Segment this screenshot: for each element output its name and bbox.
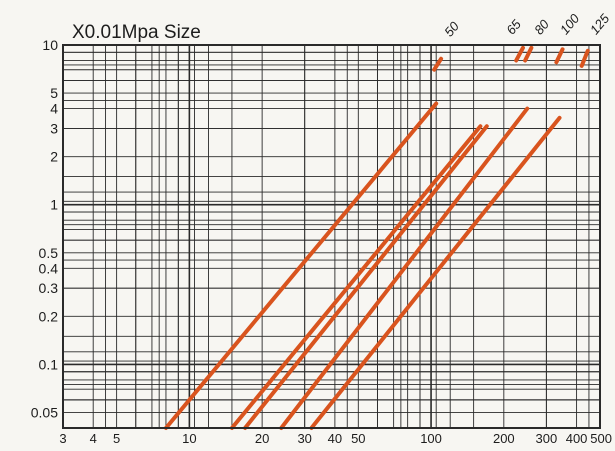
x-tick-label: 30 (297, 431, 311, 446)
x-tick-label: 200 (493, 431, 515, 446)
series-line-125 (309, 115, 562, 430)
size-label-125: 125 (587, 10, 613, 37)
series-line-65 (229, 124, 483, 430)
y-tick-label: 0.5 (39, 245, 59, 261)
series-line-100 (279, 106, 530, 430)
series-lines (163, 45, 590, 430)
y-tick-label: 4 (50, 101, 58, 117)
x-tick-label: 4 (90, 431, 97, 446)
y-tick-label: 0.1 (39, 356, 59, 372)
size-label-80: 80 (531, 16, 552, 37)
x-tick-label: 50 (351, 431, 365, 446)
series-top-segment-50 (432, 56, 444, 72)
series-top-segment-80 (523, 45, 534, 63)
y-tick-label: 0.4 (39, 260, 59, 276)
x-tick-label: 5 (113, 431, 120, 446)
y-tick-label: 0.3 (39, 280, 59, 296)
y-tick-label: 10 (42, 37, 58, 53)
plot-background (63, 45, 600, 428)
y-tick-label: 0.05 (31, 405, 58, 421)
x-tick-label: 10 (182, 431, 196, 446)
y-tick-label: 3 (50, 121, 58, 137)
size-labels: 50 65 80 100 125 (441, 10, 613, 39)
y-tick-label: 0.2 (39, 308, 59, 324)
x-tick-label: 500 (590, 431, 612, 446)
y-tick-label: 1 (50, 197, 58, 213)
x-tick-label: 100 (420, 431, 442, 446)
size-label-50: 50 (441, 18, 462, 39)
size-label-65: 65 (503, 16, 524, 37)
series-top-segment-100 (554, 47, 565, 65)
series-top-segment-65 (514, 45, 525, 63)
y-tick-label: 2 (50, 149, 58, 165)
x-tick-label: 40 (328, 431, 342, 446)
chart-title: X0.01Mpa Size (72, 22, 201, 43)
x-tick-labels: 3 4 5 10 20 30 40 50 100 200 300 400 500 (59, 431, 612, 446)
size-label-100: 100 (557, 10, 583, 37)
x-tick-label: 20 (255, 431, 269, 446)
series-line-80 (243, 124, 489, 430)
x-tick-label: 400 (566, 431, 588, 446)
y-tick-label: 5 (50, 85, 58, 101)
x-tick-label: 300 (536, 431, 558, 446)
plot-frame (62, 44, 601, 429)
series-top-segment-125 (579, 48, 590, 68)
y-tick-labels: 0.05 0.1 0.2 0.3 0.40.5 1 2 3 45 10 (31, 37, 58, 421)
x-tick-label: 3 (59, 431, 66, 446)
series-line-50 (163, 101, 439, 430)
